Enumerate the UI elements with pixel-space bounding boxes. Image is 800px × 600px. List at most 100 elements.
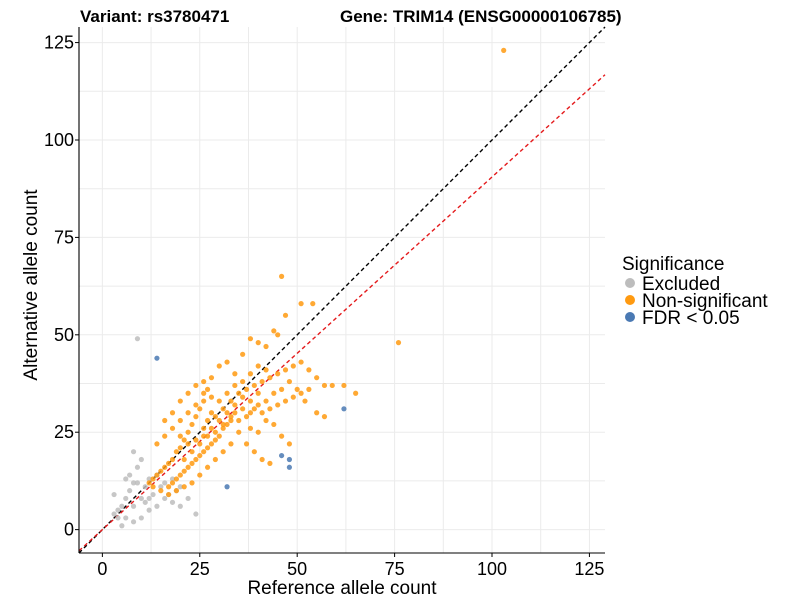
point-non-significant xyxy=(275,332,281,338)
point-non-significant xyxy=(267,406,273,412)
point-excluded xyxy=(162,480,168,486)
point-non-significant xyxy=(321,382,328,389)
point-non-significant xyxy=(243,414,250,420)
point-non-significant xyxy=(259,410,265,416)
point-non-significant xyxy=(255,402,261,408)
y-tick-label: 25 xyxy=(54,422,74,442)
point-non-significant xyxy=(224,421,230,428)
point-non-significant xyxy=(290,394,296,400)
point-non-significant xyxy=(181,456,187,463)
point-non-significant xyxy=(166,491,172,498)
point-non-significant xyxy=(286,378,292,385)
point-excluded xyxy=(111,511,117,517)
fitted-ratio-line xyxy=(78,74,606,552)
point-non-significant xyxy=(247,410,254,416)
point-fdr xyxy=(286,456,292,463)
point-non-significant xyxy=(193,437,199,443)
point-non-significant xyxy=(189,460,195,466)
x-tick-label: 50 xyxy=(287,559,307,579)
point-non-significant xyxy=(177,445,183,451)
point-non-significant xyxy=(177,398,183,404)
point-non-significant xyxy=(232,382,238,389)
point-non-significant xyxy=(181,484,187,490)
point-non-significant xyxy=(181,437,187,443)
point-non-significant xyxy=(263,343,269,350)
point-excluded xyxy=(127,472,133,478)
point-excluded xyxy=(130,480,137,486)
points-excluded-series xyxy=(111,336,199,529)
points-non-significant-series xyxy=(146,47,507,498)
legend-label-fdr: FDR < 0.05 xyxy=(642,308,740,329)
point-non-significant xyxy=(185,410,191,416)
point-non-significant xyxy=(166,460,172,466)
x-tick-label: 25 xyxy=(190,559,210,579)
point-excluded xyxy=(154,503,160,509)
point-non-significant xyxy=(255,390,261,396)
point-non-significant xyxy=(162,417,168,424)
grid-lines xyxy=(79,27,605,553)
point-excluded xyxy=(158,484,164,490)
point-non-significant xyxy=(341,382,347,389)
point-non-significant xyxy=(220,421,226,428)
point-non-significant xyxy=(243,441,250,447)
point-non-significant xyxy=(240,351,246,357)
point-non-significant xyxy=(228,398,234,404)
point-non-significant xyxy=(271,421,277,428)
point-non-significant xyxy=(259,456,265,463)
point-non-significant xyxy=(185,464,191,470)
point-non-significant xyxy=(185,441,191,447)
point-non-significant xyxy=(251,406,257,412)
point-non-significant xyxy=(271,390,277,396)
point-non-significant xyxy=(251,382,257,389)
point-non-significant xyxy=(263,417,269,424)
point-non-significant xyxy=(208,425,215,431)
point-excluded xyxy=(138,495,144,502)
point-excluded xyxy=(146,507,152,513)
point-non-significant xyxy=(247,336,254,342)
point-non-significant xyxy=(321,414,328,420)
point-non-significant xyxy=(201,433,207,439)
point-non-significant xyxy=(201,378,207,385)
point-non-significant xyxy=(204,433,211,439)
x-axis-ticks: 0 25 50 75 100 125 xyxy=(97,553,604,579)
point-excluded xyxy=(146,476,152,482)
point-non-significant xyxy=(150,476,156,482)
point-non-significant xyxy=(201,449,207,455)
point-non-significant xyxy=(275,402,281,408)
point-excluded xyxy=(138,515,144,521)
point-non-significant xyxy=(212,437,218,443)
point-non-significant xyxy=(158,488,164,494)
point-non-significant xyxy=(173,488,180,494)
point-non-significant xyxy=(279,386,285,392)
point-non-significant xyxy=(185,390,191,396)
point-non-significant xyxy=(150,484,156,490)
point-non-significant xyxy=(329,382,335,389)
gene-title: Gene: TRIM14 (ENSG00000106785) xyxy=(340,7,622,26)
point-non-significant xyxy=(173,449,180,455)
point-non-significant xyxy=(189,480,195,486)
point-non-significant xyxy=(228,417,234,424)
point-non-significant xyxy=(267,460,273,466)
point-non-significant xyxy=(228,414,234,420)
point-non-significant xyxy=(501,47,507,53)
point-excluded xyxy=(142,484,148,490)
point-non-significant xyxy=(197,472,203,478)
point-non-significant xyxy=(201,425,207,431)
point-non-significant xyxy=(282,367,289,373)
legend-swatch-non-significant xyxy=(625,295,635,305)
y-tick-label: 75 xyxy=(54,227,74,247)
legend-swatch-excluded xyxy=(625,278,635,288)
point-non-significant xyxy=(298,301,304,307)
point-non-significant xyxy=(220,425,226,431)
point-non-significant xyxy=(177,472,183,478)
y-tick-label: 125 xyxy=(44,33,74,53)
legend-title: Significance xyxy=(622,254,724,275)
point-non-significant xyxy=(208,410,215,416)
point-non-significant xyxy=(232,410,238,416)
point-non-significant xyxy=(204,417,211,424)
point-non-significant xyxy=(298,359,304,365)
point-non-significant xyxy=(189,449,195,455)
point-non-significant xyxy=(271,328,277,334)
point-non-significant xyxy=(169,425,176,431)
point-non-significant xyxy=(169,410,176,416)
